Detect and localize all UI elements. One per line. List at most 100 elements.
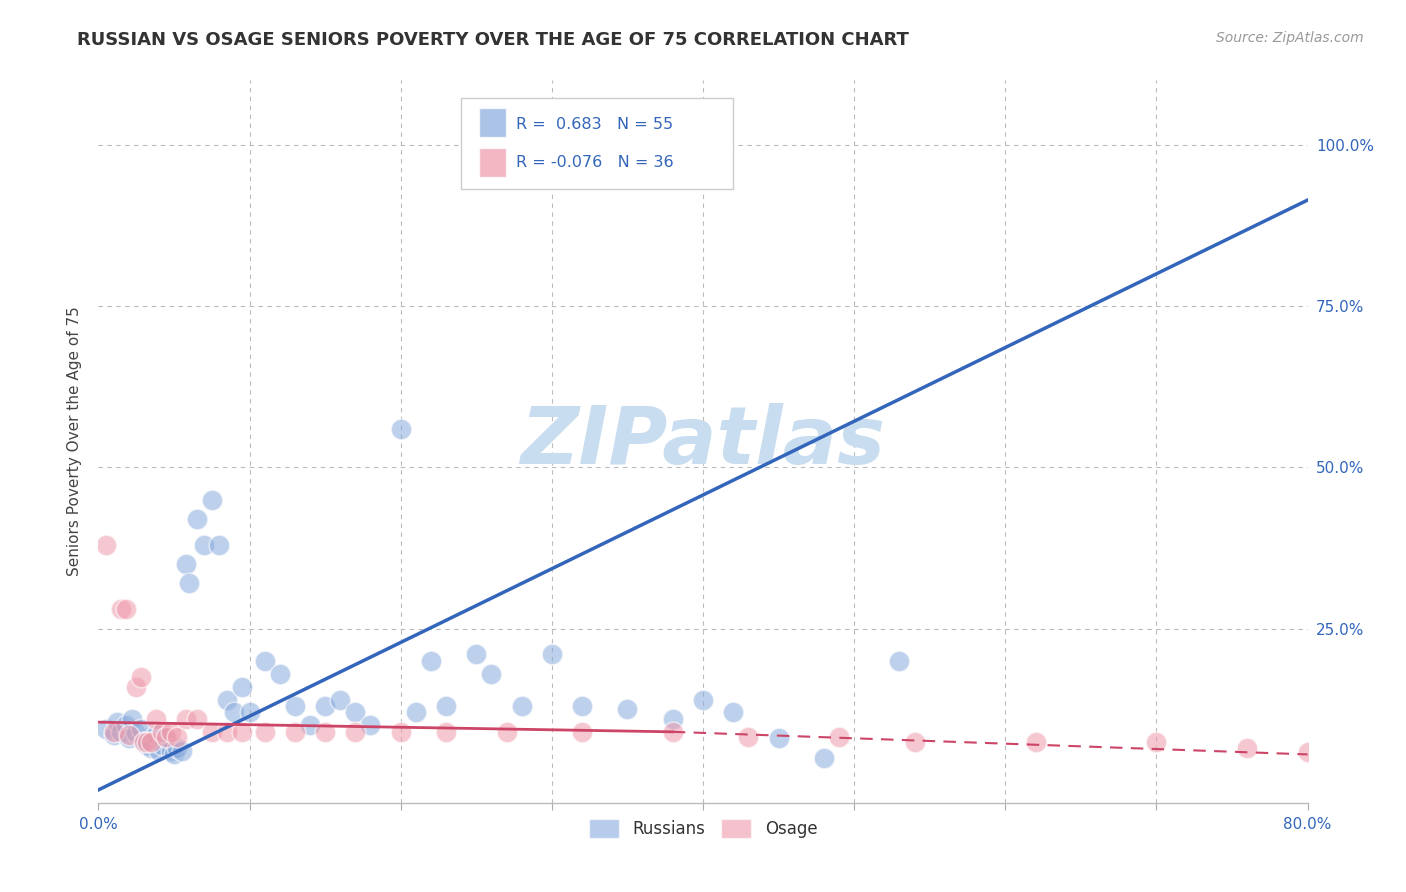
Text: ZIPatlas: ZIPatlas — [520, 402, 886, 481]
Point — [121, 712, 143, 726]
Point — [155, 731, 177, 746]
Point — [284, 699, 307, 714]
Point — [129, 670, 152, 684]
Point — [125, 726, 148, 740]
Point — [1236, 741, 1258, 756]
Point — [208, 538, 231, 552]
Point — [314, 699, 336, 714]
Point — [231, 680, 253, 694]
Point — [170, 744, 193, 758]
Point — [215, 724, 238, 739]
Point — [215, 692, 238, 706]
Point — [166, 730, 188, 744]
Point — [465, 648, 488, 662]
Point — [186, 712, 208, 726]
Point — [889, 654, 911, 668]
Point — [224, 706, 246, 720]
Point — [344, 706, 367, 720]
Point — [737, 730, 759, 744]
Point — [253, 724, 276, 739]
FancyBboxPatch shape — [479, 148, 506, 177]
Point — [389, 422, 412, 436]
Text: R =  0.683   N = 55: R = 0.683 N = 55 — [516, 117, 672, 132]
Point — [129, 722, 152, 736]
Point — [1402, 137, 1406, 152]
Point — [105, 715, 128, 730]
Point — [360, 718, 382, 732]
Point — [510, 699, 533, 714]
Point — [813, 750, 835, 764]
Point — [114, 718, 136, 732]
Point — [174, 557, 197, 571]
Point — [174, 712, 197, 726]
Point — [571, 699, 593, 714]
Point — [481, 666, 503, 681]
Point — [231, 724, 253, 739]
Point — [284, 724, 307, 739]
Point — [110, 724, 132, 739]
Point — [1144, 734, 1167, 748]
FancyBboxPatch shape — [479, 108, 506, 136]
Point — [114, 602, 136, 616]
Text: Source: ZipAtlas.com: Source: ZipAtlas.com — [1216, 31, 1364, 45]
Point — [145, 712, 167, 726]
Point — [103, 724, 125, 739]
Point — [201, 724, 224, 739]
Point — [132, 734, 155, 748]
Point — [768, 731, 790, 746]
Point — [314, 724, 336, 739]
FancyBboxPatch shape — [461, 98, 734, 189]
Text: RUSSIAN VS OSAGE SENIORS POVERTY OVER THE AGE OF 75 CORRELATION CHART: RUSSIAN VS OSAGE SENIORS POVERTY OVER TH… — [77, 31, 910, 49]
Point — [1296, 746, 1319, 760]
Y-axis label: Seniors Poverty Over the Age of 75: Seniors Poverty Over the Age of 75 — [67, 307, 83, 576]
Point — [141, 741, 163, 756]
Point — [135, 738, 157, 752]
Point — [904, 734, 927, 748]
Point — [692, 692, 714, 706]
Point — [193, 538, 215, 552]
Point — [148, 744, 170, 758]
Point — [132, 734, 155, 748]
Point — [163, 747, 186, 762]
Point — [405, 706, 427, 720]
Point — [94, 538, 117, 552]
Point — [329, 692, 352, 706]
Point — [201, 492, 224, 507]
Legend: Russians, Osage: Russians, Osage — [582, 813, 824, 845]
Point — [723, 706, 745, 720]
Point — [179, 576, 201, 591]
Point — [344, 724, 367, 739]
Point — [150, 738, 173, 752]
Point — [118, 728, 141, 742]
Point — [94, 722, 117, 736]
Point — [253, 654, 276, 668]
Point — [495, 724, 517, 739]
Point — [1024, 734, 1046, 748]
Point — [434, 699, 457, 714]
Point — [239, 706, 262, 720]
Point — [125, 680, 148, 694]
Point — [166, 741, 188, 756]
Text: R = -0.076   N = 36: R = -0.076 N = 36 — [516, 155, 673, 170]
Point — [661, 712, 683, 726]
Point — [110, 602, 132, 616]
Point — [145, 728, 167, 742]
Point — [828, 730, 851, 744]
Point — [103, 728, 125, 742]
Point — [661, 724, 683, 739]
Point — [540, 648, 562, 662]
Point — [118, 731, 141, 746]
Point — [299, 718, 322, 732]
Point — [616, 702, 638, 716]
Point — [160, 744, 183, 758]
Point — [186, 512, 208, 526]
Point — [135, 734, 157, 748]
Point — [420, 654, 443, 668]
Point — [389, 724, 412, 739]
Point — [150, 724, 173, 739]
Point — [160, 724, 183, 739]
Point — [269, 666, 291, 681]
Point — [571, 724, 593, 739]
Point — [155, 730, 177, 744]
Point — [434, 724, 457, 739]
